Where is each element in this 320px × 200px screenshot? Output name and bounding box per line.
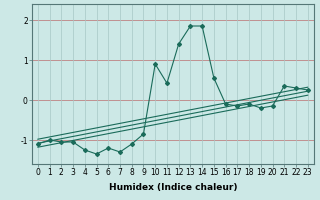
X-axis label: Humidex (Indice chaleur): Humidex (Indice chaleur) (108, 183, 237, 192)
